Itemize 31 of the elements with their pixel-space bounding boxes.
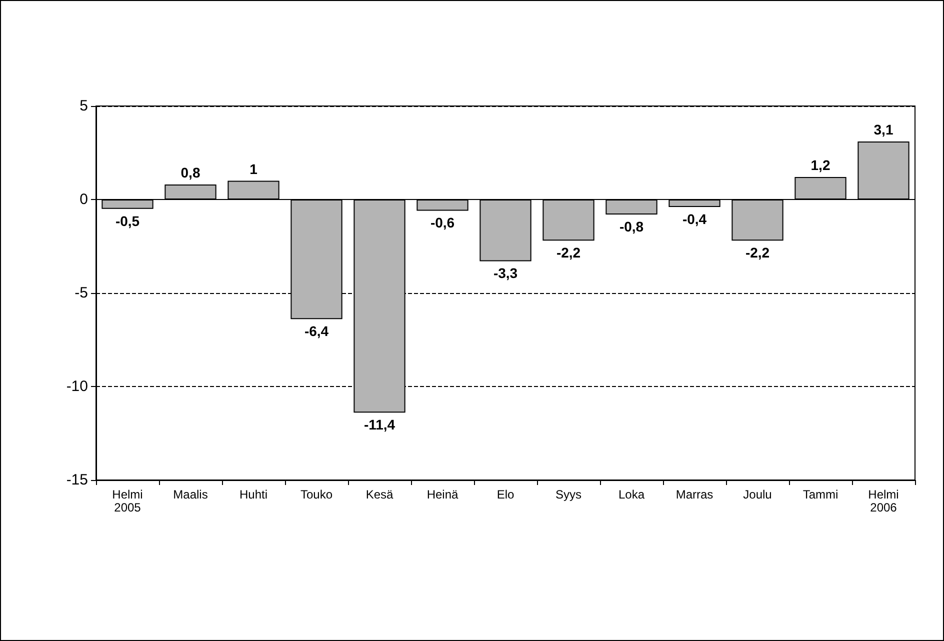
x-tick-label: Touko bbox=[300, 488, 333, 502]
x-tick-label: Elo bbox=[496, 488, 514, 502]
data-label: -11,4 bbox=[364, 416, 396, 433]
x-tick-label: Maalis bbox=[173, 488, 208, 502]
y-tick-label: 5 bbox=[80, 98, 88, 114]
x-tick-label: Helmi 2006 bbox=[868, 488, 899, 514]
data-label: -0,8 bbox=[619, 218, 644, 234]
x-tick-label: Kesä bbox=[366, 488, 394, 502]
x-tick-label: Syys bbox=[555, 488, 582, 502]
x-tick-label: Helmi 2005 bbox=[112, 488, 143, 514]
data-label: -3,3 bbox=[493, 265, 518, 282]
y-tick-label: 0 bbox=[80, 191, 88, 208]
x-tick-label: Loka bbox=[618, 488, 645, 502]
x-tick-label: Huhti bbox=[239, 488, 268, 502]
data-label: 1 bbox=[250, 160, 258, 177]
data-label: 0,8 bbox=[180, 164, 200, 181]
data-label: 3,1 bbox=[874, 122, 894, 138]
x-tick-label: Heinä bbox=[426, 488, 458, 502]
x-tick-label: Joulu bbox=[743, 488, 772, 502]
y-tick-label: -5 bbox=[74, 284, 88, 302]
data-label: -0,5 bbox=[115, 212, 140, 229]
data-label: -0,6 bbox=[430, 214, 455, 231]
y-tick-label: -10 bbox=[66, 378, 88, 395]
y-tick-label: -15 bbox=[66, 472, 88, 488]
data-label: -2,2 bbox=[745, 244, 770, 261]
data-label: -0,4 bbox=[682, 210, 707, 227]
x-tick-label: Tammi bbox=[802, 488, 838, 502]
data-label: -2,2 bbox=[556, 244, 581, 261]
data-label: -6,4 bbox=[304, 323, 329, 340]
data-label: 1,2 bbox=[810, 157, 830, 174]
x-tick-label: Marras bbox=[676, 488, 714, 502]
